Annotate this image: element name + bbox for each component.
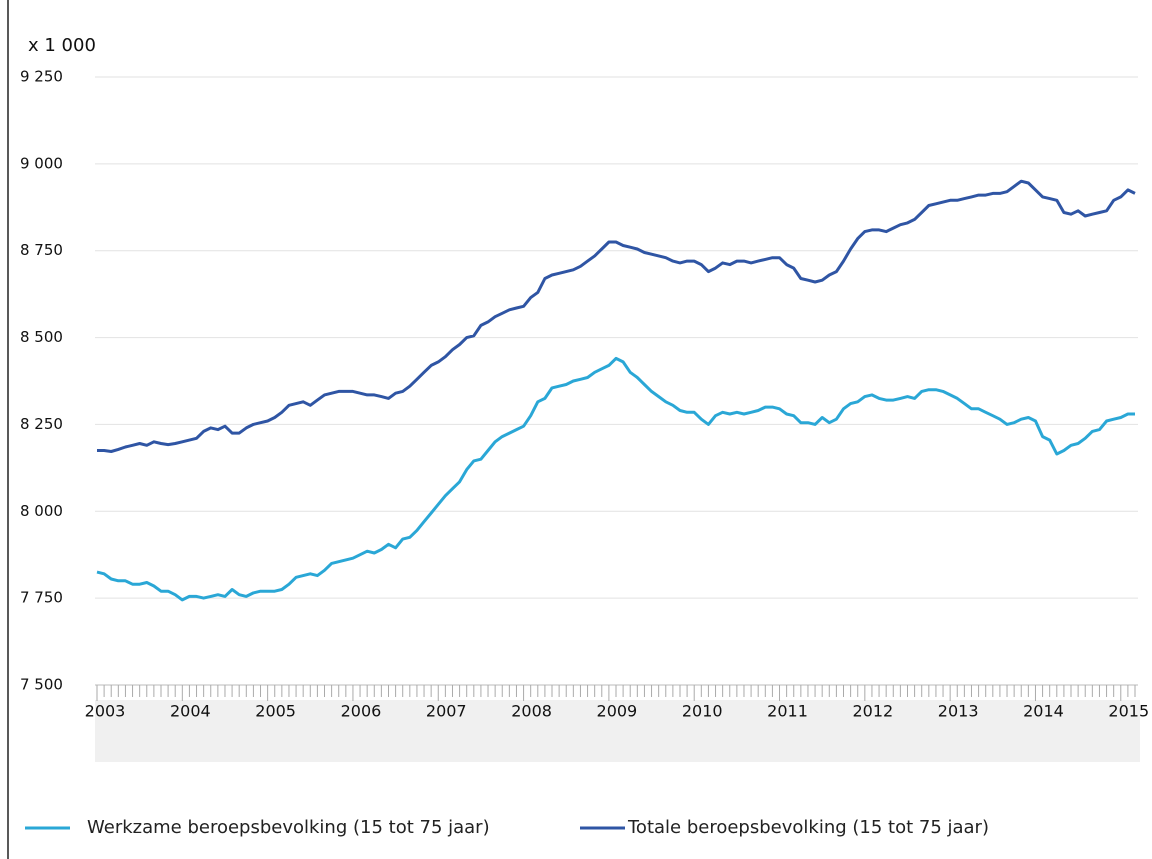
x-tick-label: 2010 bbox=[682, 702, 723, 721]
y-tick-label: 9 250 bbox=[20, 68, 63, 86]
x-tick-label: 2006 bbox=[341, 702, 382, 721]
legend-label: Werkzame beroepsbevolking (15 tot 75 jaa… bbox=[87, 817, 490, 838]
y-tick-label: 8 000 bbox=[20, 502, 63, 520]
x-tick-label: 2013 bbox=[938, 702, 979, 721]
x-tick-label: 2015 bbox=[1108, 702, 1149, 721]
x-tick-label: 2007 bbox=[426, 702, 467, 721]
y-tick-label: 7 750 bbox=[20, 589, 63, 607]
y-tick-label: 8 500 bbox=[20, 328, 63, 346]
series-line bbox=[97, 179, 1136, 453]
x-tick-label: 2005 bbox=[255, 702, 296, 721]
legend-label: Totale beroepsbevolking (15 tot 75 jaar) bbox=[627, 817, 989, 838]
x-tick-label: 2011 bbox=[767, 702, 808, 721]
series-line bbox=[96, 356, 1135, 602]
y-tick-label: 8 750 bbox=[20, 241, 63, 259]
y-tick-label: 8 250 bbox=[20, 415, 63, 433]
y-unit: x 1 000 bbox=[28, 35, 96, 56]
navigator-band bbox=[95, 700, 1140, 762]
x-tick-label: 2009 bbox=[597, 702, 638, 721]
y-tick-label: 7 500 bbox=[20, 676, 63, 694]
x-tick-label: 2003 bbox=[85, 702, 126, 721]
x-tick-label: 2012 bbox=[852, 702, 893, 721]
x-tick-label: 2014 bbox=[1023, 702, 1064, 721]
x-tick-label: 2008 bbox=[511, 702, 552, 721]
y-tick-label: 9 000 bbox=[20, 154, 63, 172]
x-tick-label: 2004 bbox=[170, 702, 211, 721]
